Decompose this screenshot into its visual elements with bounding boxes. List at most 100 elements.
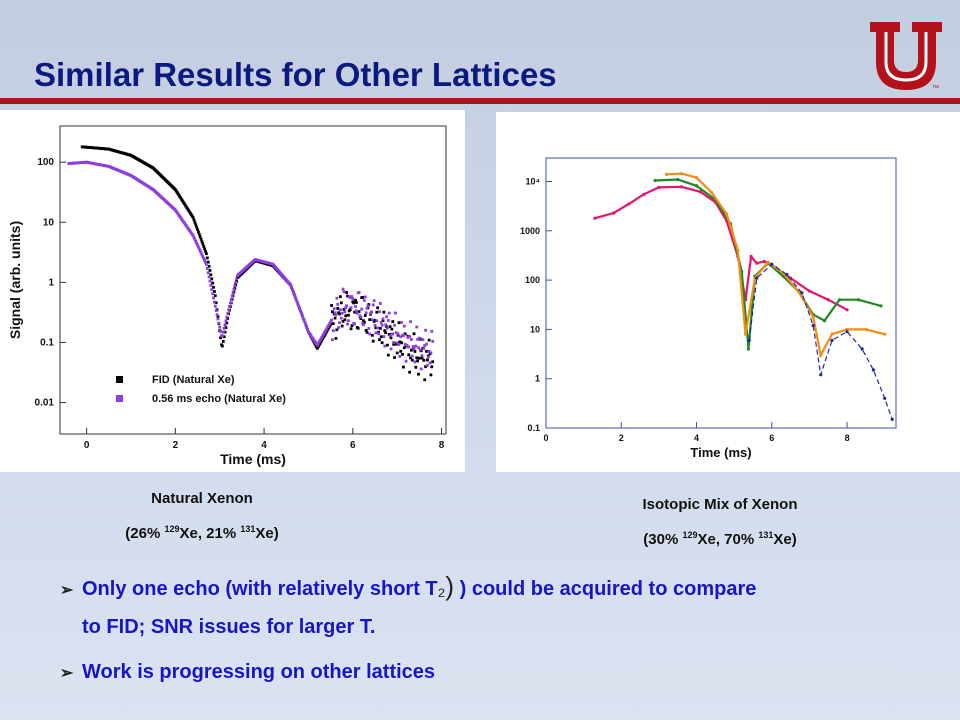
data-point (224, 319, 228, 323)
data-point (383, 329, 387, 333)
data-point (420, 354, 424, 357)
data-point (653, 178, 657, 183)
x-tick-label: 6 (769, 433, 774, 443)
data-point (317, 343, 321, 347)
data-point (422, 347, 426, 350)
data-point (325, 326, 329, 330)
data-point (334, 313, 338, 317)
data-point (342, 290, 346, 294)
data-point (222, 335, 226, 339)
data-point (373, 319, 377, 322)
data-point (407, 345, 411, 349)
data-point (291, 288, 294, 292)
data-point (416, 359, 420, 363)
data-point (213, 294, 217, 298)
data-point (209, 283, 213, 287)
data-point (871, 368, 876, 372)
data-point (301, 316, 305, 320)
data-point (227, 308, 230, 312)
data-point (414, 344, 418, 348)
data-point (317, 340, 321, 344)
data-point (426, 355, 430, 359)
data-point (879, 304, 883, 308)
data-point (381, 319, 385, 322)
data-point (383, 344, 387, 348)
data-point (746, 347, 751, 351)
data-point (385, 315, 388, 319)
data-point (345, 304, 349, 308)
data-point (413, 350, 417, 353)
data-point (822, 319, 827, 323)
data-point (830, 332, 834, 336)
data-point (388, 325, 392, 329)
legend-swatch (116, 395, 123, 402)
data-point (357, 310, 361, 314)
data-point (387, 332, 391, 336)
data-point (407, 353, 411, 357)
data-point (409, 356, 412, 360)
data-point (418, 348, 422, 352)
data-point (210, 288, 214, 291)
data-point (883, 332, 887, 336)
data-point (402, 334, 405, 337)
data-point (408, 370, 412, 374)
data-point (366, 304, 370, 308)
data-point (423, 378, 427, 382)
data-point (392, 341, 396, 344)
data-point (290, 286, 293, 289)
data-point (220, 344, 224, 348)
data-point (205, 252, 208, 256)
data-point (401, 353, 404, 356)
data-point (323, 331, 326, 335)
data-point (198, 249, 202, 253)
bullet-echo-comparison: ➢ Only one echo (with relatively short T₂… (60, 571, 757, 638)
data-point (324, 328, 328, 332)
data-point (890, 417, 894, 421)
y-tick-label: 0.01 (35, 398, 55, 409)
data-point (354, 301, 358, 304)
data-point (204, 249, 207, 253)
data-point (306, 328, 309, 331)
data-point (214, 301, 218, 305)
plot-frame (59, 125, 447, 435)
data-point (819, 373, 823, 377)
data-point (384, 331, 388, 335)
data-point (213, 300, 216, 304)
data-point (725, 212, 729, 216)
data-point (208, 269, 212, 272)
data-point (362, 320, 366, 324)
data-point (193, 238, 197, 241)
data-point (425, 364, 429, 367)
x-tick-label: 4 (261, 440, 267, 451)
data-point (197, 247, 201, 251)
data-point (331, 310, 334, 314)
data-point (362, 299, 366, 302)
bullet-text: Only one echo (with relatively short T (82, 578, 438, 600)
title-rule (0, 98, 960, 104)
data-point (197, 233, 201, 236)
y-tick-label: 1 (535, 374, 540, 384)
data-point (221, 330, 225, 334)
data-point (423, 344, 427, 347)
data-point (388, 334, 392, 338)
plot-frame (545, 157, 897, 429)
data-point (192, 236, 196, 239)
data-point (412, 347, 416, 351)
data-point (394, 311, 397, 315)
data-point (392, 342, 396, 346)
data-point (430, 329, 434, 333)
data-point (379, 321, 383, 324)
data-point (194, 239, 198, 243)
data-point (361, 295, 364, 299)
data-point (206, 260, 210, 264)
data-point (346, 319, 350, 323)
data-point (755, 261, 759, 265)
data-point (395, 341, 399, 345)
data-point (415, 356, 419, 360)
data-point (215, 313, 219, 317)
data-point (378, 326, 382, 330)
data-point (296, 302, 300, 306)
legend-label: FID (Natural Xe) (152, 374, 235, 386)
data-point (197, 245, 200, 249)
data-point (323, 329, 327, 333)
